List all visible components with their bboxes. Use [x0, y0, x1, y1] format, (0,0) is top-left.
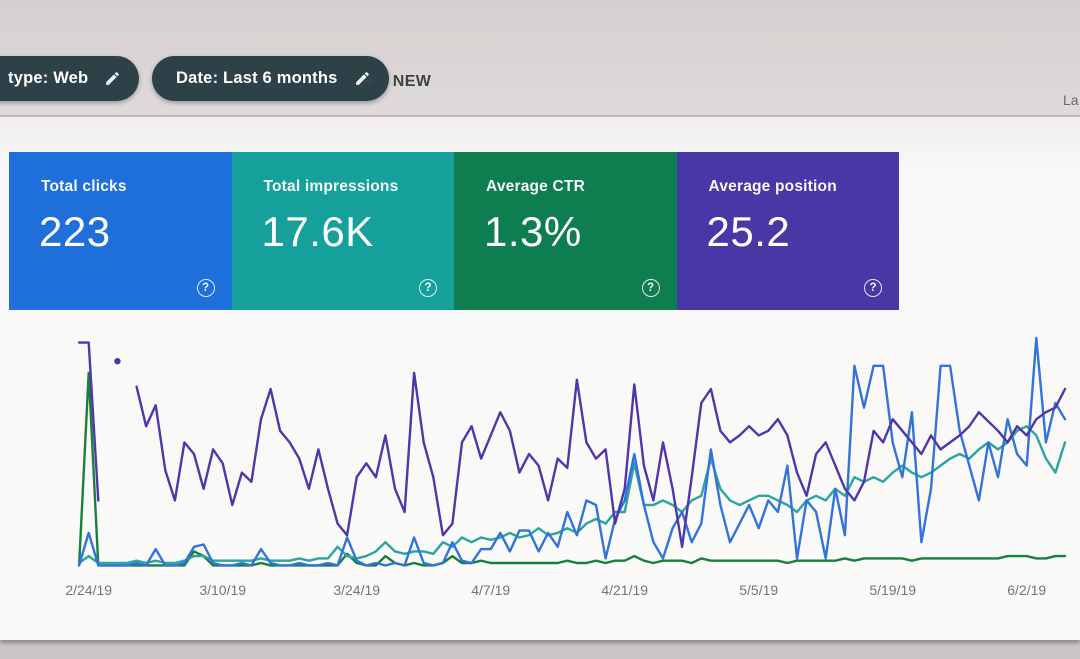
- average-position-card[interactable]: Average position 25.2 ?: [676, 152, 899, 310]
- help-icon[interactable]: ?: [196, 279, 215, 297]
- new-button-label: NEW: [392, 73, 432, 90]
- average-ctr-card[interactable]: Average CTR 1.3% ?: [454, 152, 677, 310]
- series-line-impressions: [77, 424, 1067, 565]
- help-question-mark: ?: [869, 282, 877, 294]
- edit-pencil-icon[interactable]: [104, 70, 121, 87]
- filter-bar: type: Web Date: Last 6 months + NEW La: [0, 0, 1080, 116]
- x-tick-label: 3/10/19: [199, 582, 247, 598]
- help-question-mark: ?: [646, 282, 655, 294]
- date-range-chip-label: Date: Last 6 months: [176, 69, 338, 87]
- x-tick-label: 5/5/19: [739, 582, 779, 598]
- card-value: 1.3%: [484, 208, 582, 255]
- performance-chart: [60, 336, 1067, 570]
- card-value: 25.2: [706, 208, 791, 255]
- search-type-filter-chip[interactable]: type: Web: [0, 56, 140, 101]
- x-tick-label: 2/24/19: [65, 582, 113, 598]
- help-question-mark: ?: [424, 282, 432, 294]
- metric-cards-row: Total clicks 223 ? Total impressions 17.…: [9, 152, 899, 310]
- card-value: 17.6K: [261, 208, 374, 255]
- truncated-right-text: La: [1063, 92, 1079, 108]
- x-tick-label: 3/24/19: [333, 582, 381, 598]
- help-question-mark: ?: [201, 282, 210, 294]
- total-clicks-card[interactable]: Total clicks 223 ?: [9, 152, 232, 310]
- series-line-position: [135, 371, 1067, 549]
- plus-icon: +: [362, 66, 378, 96]
- help-icon[interactable]: ?: [864, 279, 882, 297]
- card-value: 223: [39, 208, 111, 255]
- help-icon[interactable]: ?: [419, 279, 437, 297]
- series-line-ctr: [77, 371, 1067, 567]
- series-line-position: [77, 341, 100, 502]
- card-label: Total impressions: [263, 178, 399, 195]
- x-tick-label: 4/21/19: [601, 582, 649, 598]
- x-tick-label: 5/19/19: [869, 582, 917, 598]
- search-type-chip-label: type: Web: [8, 69, 89, 87]
- series-point-position: [114, 358, 121, 365]
- series-line-clicks: [77, 336, 1067, 567]
- help-icon[interactable]: ?: [641, 279, 660, 297]
- card-label: Total clicks: [41, 178, 127, 195]
- date-range-filter-chip[interactable]: Date: Last 6 months: [152, 56, 389, 101]
- x-tick-label: 4/7/19: [471, 582, 511, 598]
- total-impressions-card[interactable]: Total impressions 17.6K ?: [231, 152, 454, 310]
- edit-pencil-icon[interactable]: [354, 70, 371, 87]
- x-axis-tick-labels: 2/24/19 3/10/19 3/24/19 4/7/19 4/21/19 5/5/19…: [60, 582, 1065, 604]
- performance-chart-svg: [77, 336, 1067, 567]
- card-label: Average position: [708, 178, 837, 195]
- new-filter-button[interactable]: + NEW: [362, 64, 431, 98]
- x-tick-label: 6/2/19: [1007, 582, 1047, 598]
- card-label: Average CTR: [486, 178, 585, 195]
